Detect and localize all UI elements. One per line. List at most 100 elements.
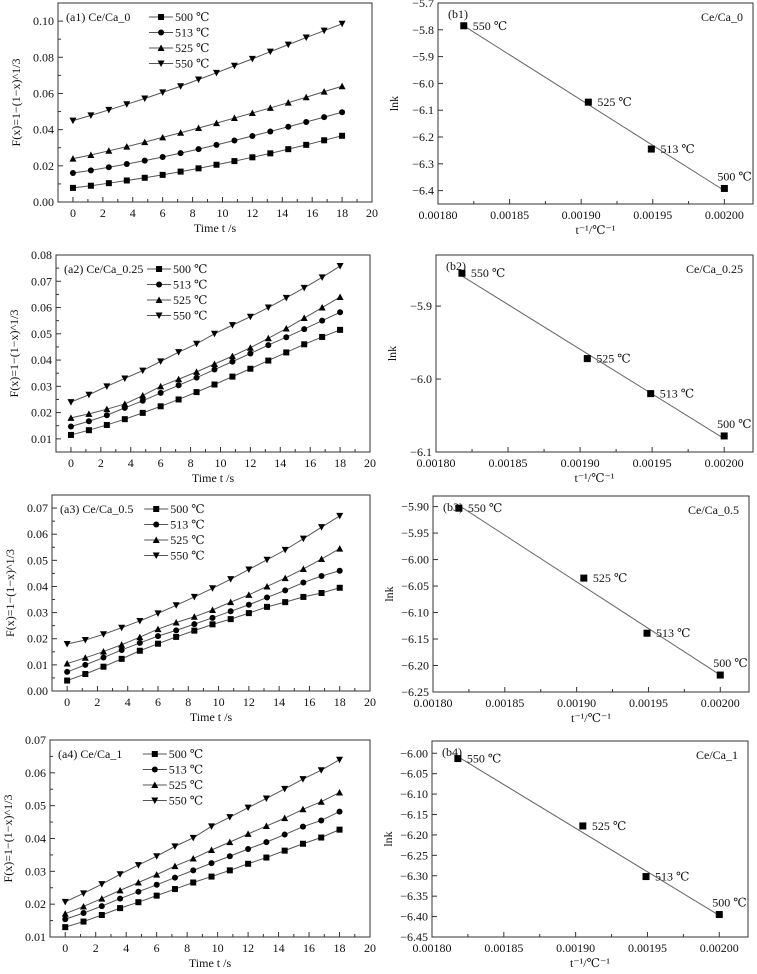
y-tick-label: −5.9 bbox=[412, 50, 434, 64]
y-tick-label: −6.20 bbox=[400, 828, 428, 842]
data-point bbox=[141, 95, 149, 103]
data-point bbox=[231, 158, 238, 165]
legend-marker bbox=[151, 766, 158, 773]
data-point bbox=[157, 403, 164, 410]
x-tick-label: 12 bbox=[243, 695, 255, 709]
x-tick-label: 8 bbox=[188, 456, 194, 470]
data-point bbox=[64, 668, 71, 675]
data-point bbox=[266, 104, 274, 111]
y-tick-label: 0.06 bbox=[31, 301, 52, 315]
data-point bbox=[100, 663, 107, 670]
series-line bbox=[70, 265, 341, 403]
panel-a2: 0 2 4 6 8 10 12 14 16 18 20 0.01 0.02 0.03 0.04 0.05 0.0… bbox=[7, 248, 376, 485]
data-point bbox=[213, 141, 220, 148]
series-line bbox=[65, 759, 340, 903]
data-point bbox=[69, 117, 77, 125]
y-tick-label: 0.07 bbox=[27, 501, 48, 515]
data-point bbox=[177, 150, 184, 157]
y-tick-label: 0.06 bbox=[25, 766, 46, 780]
y-tick-label: 0.00 bbox=[33, 195, 54, 209]
plot-frame bbox=[437, 2, 754, 205]
series-0 bbox=[64, 584, 343, 684]
series-1 bbox=[69, 109, 346, 177]
data-point bbox=[193, 368, 201, 375]
data-point bbox=[211, 381, 218, 388]
data-point bbox=[61, 910, 69, 917]
y-tick-label: 0.06 bbox=[33, 86, 54, 100]
data-point bbox=[100, 654, 107, 661]
data-point bbox=[103, 405, 111, 413]
data-point bbox=[458, 269, 466, 277]
legend-label: 513 ℃ bbox=[170, 518, 204, 532]
data-point bbox=[318, 555, 326, 563]
legend-marker bbox=[158, 29, 165, 36]
data-point bbox=[336, 545, 344, 552]
data-point bbox=[300, 593, 307, 600]
x-tick-label: 0.00195 bbox=[633, 456, 672, 470]
data-point bbox=[118, 624, 126, 632]
data-point bbox=[159, 89, 167, 96]
y-tick-label: 0.05 bbox=[31, 327, 52, 341]
data-point bbox=[264, 603, 271, 610]
data-point bbox=[153, 892, 160, 899]
data-point bbox=[195, 165, 202, 172]
data-point bbox=[209, 585, 217, 592]
y-tick-label: −6.10 bbox=[401, 606, 429, 620]
legend-label: 500 ℃ bbox=[170, 502, 204, 516]
y-tick-label: −6.15 bbox=[400, 808, 428, 822]
legend-label: 525 ℃ bbox=[169, 778, 203, 792]
y-tick-label: −6.05 bbox=[401, 579, 429, 593]
data-point bbox=[583, 355, 591, 363]
data-point bbox=[121, 375, 129, 382]
data-point bbox=[117, 905, 124, 912]
data-point bbox=[195, 146, 202, 153]
data-point bbox=[99, 631, 107, 638]
x-axis-label: Time t /s bbox=[192, 471, 235, 485]
legend-label: 525 ℃ bbox=[170, 533, 204, 547]
data-point bbox=[67, 431, 74, 438]
data-point bbox=[157, 382, 165, 390]
data-point bbox=[208, 860, 215, 867]
x-tick-label: 0.00185 bbox=[485, 696, 524, 710]
data-point bbox=[67, 423, 74, 430]
x-tick-label: 16 bbox=[303, 941, 315, 955]
data-point bbox=[281, 574, 289, 582]
data-point bbox=[317, 767, 325, 774]
x-tick-label: 6 bbox=[154, 941, 160, 955]
x-tick-label: 10 bbox=[214, 456, 226, 470]
data-point bbox=[321, 114, 328, 121]
sample-label: Ce/Ca_0.5 bbox=[688, 503, 739, 517]
y-tick-label: −6.25 bbox=[401, 685, 429, 699]
data-point bbox=[98, 903, 105, 910]
y-tick-label: 0.06 bbox=[27, 527, 48, 541]
series-0 bbox=[62, 826, 343, 931]
legend-label: 513 ℃ bbox=[175, 26, 209, 40]
data-point bbox=[118, 641, 126, 648]
data-point bbox=[643, 629, 651, 637]
data-point bbox=[153, 881, 160, 888]
y-tick-label: 0.01 bbox=[31, 432, 52, 446]
data-point bbox=[281, 785, 289, 793]
y-tick-label: −6.15 bbox=[401, 632, 429, 646]
data-point bbox=[136, 639, 143, 646]
data-point bbox=[98, 895, 106, 902]
data-point bbox=[299, 565, 307, 572]
x-tick-label: 6 bbox=[158, 456, 164, 470]
data-point bbox=[123, 177, 130, 184]
legend-label: 550 ℃ bbox=[173, 309, 207, 323]
data-point bbox=[157, 358, 165, 365]
point-label: 550 ℃ bbox=[471, 266, 505, 280]
legend-marker bbox=[151, 751, 158, 757]
y-tick-label: −6.30 bbox=[400, 869, 428, 883]
data-point bbox=[80, 918, 87, 925]
data-point bbox=[85, 418, 92, 425]
x-tick-label: 0.00180 bbox=[414, 696, 453, 710]
x-tick-label: 0.00180 bbox=[417, 456, 456, 470]
y-tick-label: −6.00 bbox=[400, 746, 428, 760]
data-point bbox=[189, 834, 197, 842]
y-tick-label: −6.1 bbox=[412, 103, 434, 117]
data-point bbox=[63, 660, 71, 667]
panel-label: (a1) Ce/Ca_0 bbox=[66, 10, 130, 24]
x-tick-label: 0.00185 bbox=[489, 456, 528, 470]
plot-frame bbox=[57, 2, 373, 203]
